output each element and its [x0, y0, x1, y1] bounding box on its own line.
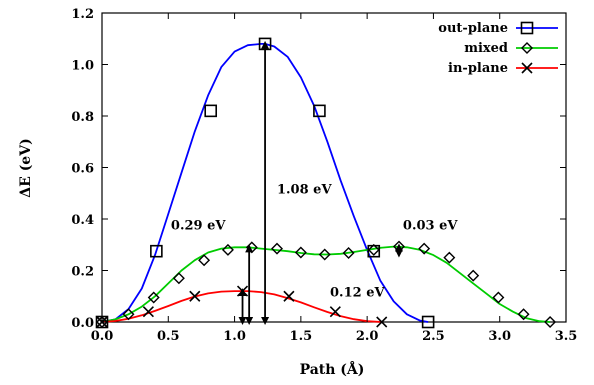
x-tick-label: 0.5: [157, 329, 180, 344]
y-tick-label: 0.8: [71, 110, 94, 125]
data-point-mixed: [122, 308, 135, 321]
legend-label-in-plane: in-plane: [448, 61, 508, 76]
y-tick-label: 1.0: [71, 59, 94, 74]
data-point-mixed: [342, 247, 355, 259]
plot-area: [101, 12, 567, 323]
y-tick-label: 0.2: [71, 265, 94, 280]
x-tick-label: 3.0: [488, 329, 511, 344]
data-point-mixed: [172, 272, 185, 285]
y-axis-label: ΔE (eV): [18, 138, 34, 197]
data-point-mixed: [544, 316, 557, 328]
x-tick-label: 3.5: [555, 329, 578, 344]
x-axis-label: Path (Å): [300, 360, 365, 378]
y-tick-label: 0.0: [71, 316, 94, 331]
legend-label-mixed: mixed: [464, 41, 508, 56]
data-point-mixed: [147, 291, 160, 304]
data-point-in-plane: [376, 316, 388, 328]
legend-marker-mixed: [521, 42, 533, 54]
x-tick-label: 2.5: [422, 329, 445, 344]
legend-label-out-plane: out-plane: [438, 21, 508, 36]
data-point-mixed: [271, 242, 283, 255]
data-point-mixed: [221, 243, 234, 256]
data-point-mixed: [443, 251, 456, 264]
data-point-out-plane: [150, 244, 163, 258]
legend-marker-in-plane: [521, 62, 533, 74]
data-point-mixed: [318, 248, 331, 261]
data-point-mixed: [96, 316, 108, 328]
legend: out-plane mixed in-plane: [438, 21, 558, 76]
axis-ticks: 0.0 0.5 1.0 1.5 2.0 2.5 3.0 3.5 0.0 0.2 0.4 0.6 0.8 1…: [71, 7, 577, 344]
y-tick-label: 0.4: [71, 213, 94, 228]
data-point-in-plane: [283, 290, 295, 302]
annotation-label: 1.08 eV: [277, 182, 332, 197]
annotation-label: 0.12 eV: [330, 285, 385, 300]
data-point-mixed: [418, 242, 431, 255]
data-point-in-plane: [142, 306, 154, 318]
annotation-label: 0.29 eV: [171, 218, 226, 233]
data-point-mixed: [517, 308, 530, 321]
y-tick-label: 1.2: [71, 7, 94, 22]
data-point-mixed: [367, 243, 380, 256]
x-tick-label: 1.0: [223, 329, 246, 344]
plot-border: [101, 12, 567, 323]
data-point-out-plane: [204, 104, 218, 118]
data-point-mixed: [294, 246, 307, 259]
annotations: 1.08 eV 0.29 eV 0.12 eV 0.03 eV: [171, 40, 458, 325]
data-point-mixed: [467, 269, 480, 282]
data-point-in-plane: [329, 306, 341, 318]
annotation-label: 0.03 eV: [403, 218, 458, 233]
data-point-mixed: [492, 291, 505, 304]
data-point-out-plane: [313, 104, 326, 118]
x-tick-label: 1.5: [290, 329, 313, 344]
data-point-in-plane: [189, 290, 201, 302]
data-point-mixed: [198, 254, 211, 267]
legend-marker-out-plane: [520, 21, 534, 35]
x-tick-label: 2.0: [356, 329, 379, 344]
x-tick-label: 0.0: [91, 329, 114, 344]
y-tick-label: 0.6: [71, 162, 94, 177]
